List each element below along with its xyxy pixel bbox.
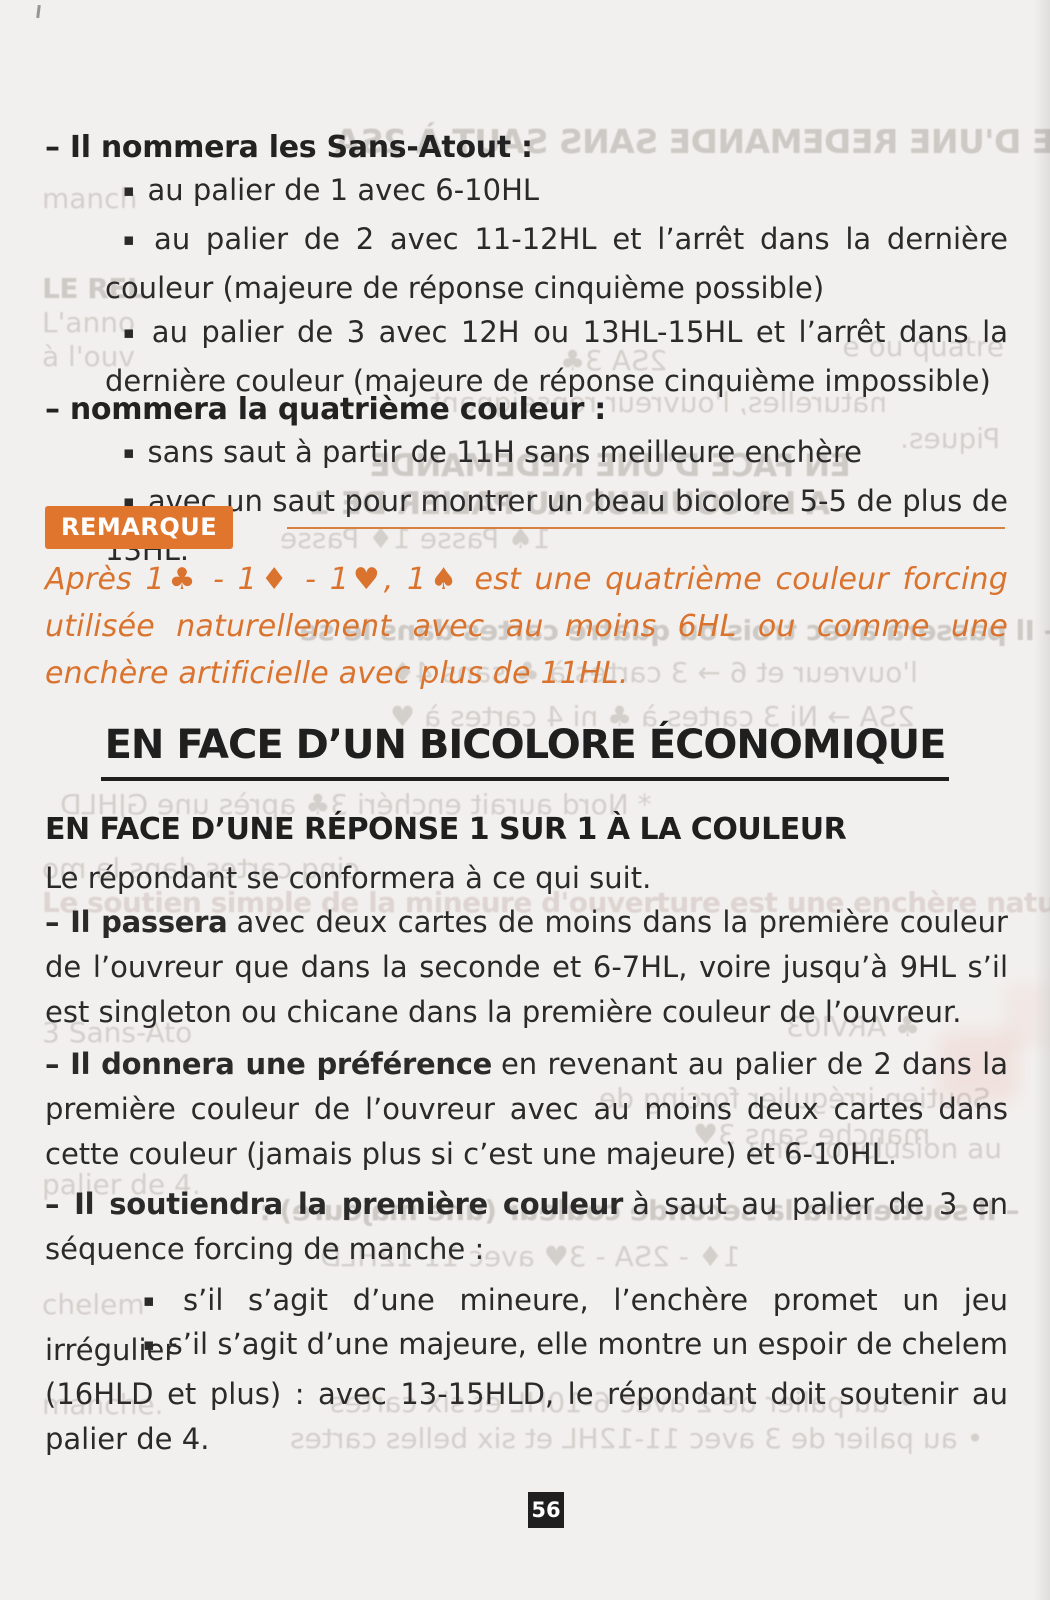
paragraph-rest: en revenant au palier de 2 dans la premi…	[45, 1047, 1008, 1171]
paragraph-lead: – Il soutiendra la première couleur	[45, 1187, 624, 1221]
page-title: EN FACE D’UN BICOLORE ÉCONOMIQUE	[0, 722, 1050, 781]
list-item: s’il s’agit d’une majeure, elle montre u…	[45, 1322, 1008, 1462]
paragraph-soutiendra: – Il soutiendra la première couleur à sau…	[45, 1182, 1008, 1272]
paragraph-lead: – Il passera	[45, 905, 228, 939]
page-edge-shadow	[1034, 0, 1050, 1600]
sans-atout-list: au palier de 1 avec 6-10HL au palier de …	[45, 168, 1008, 403]
list-item: au palier de 1 avec 6-10HL	[105, 168, 1008, 217]
remark-label: REMARQUE	[45, 506, 234, 549]
paragraph-rest: avec deux cartes de moins dans la premiè…	[45, 905, 1008, 1029]
page-title-text: EN FACE D’UN BICOLORE ÉCONOMIQUE	[100, 722, 950, 781]
paragraph-rest: à saut au palier de 3 en séquence forcin…	[45, 1187, 1009, 1266]
scan-mark	[36, 4, 41, 19]
remark-rule	[287, 527, 1005, 529]
section-heading-quatrieme-couleur: – nommera la quatrième couleur :	[45, 392, 607, 427]
intro-sentence: Le répondant se conformera à ce qui suit…	[45, 861, 652, 895]
page-number: 56	[528, 1492, 564, 1528]
list-item: au palier de 3 avec 12H ou 13HL-15HL et …	[105, 310, 1008, 403]
remark-text: Après 1♣ - 1♦ - 1♥, 1♠ est une quatrième…	[45, 562, 1008, 691]
list-item: sans saut à partir de 11H sans meilleure…	[105, 430, 1008, 479]
paragraph-preference: – Il donnera une préférence en revenant a…	[45, 1042, 1008, 1177]
list-item: au palier de 2 avec 11-12HL et l’arrêt d…	[105, 217, 1008, 310]
quatrieme-couleur-list: sans saut à partir de 11H sans meilleure…	[45, 430, 1008, 572]
paragraph-passera: – Il passera avec deux cartes de moins da…	[45, 900, 1008, 1035]
subsection-title: EN FACE D’UNE RÉPONSE 1 SUR 1 À LA COULE…	[45, 812, 847, 847]
list-item: avec un saut pour montrer un beau bicolo…	[105, 479, 1008, 572]
paragraph-lead: – Il donnera une préférence	[45, 1047, 492, 1081]
section-heading-sans-atout: – Il nommera les Sans-Atout :	[45, 130, 533, 165]
bleedthrough-color-patch	[938, 1032, 1018, 1102]
bleedthrough-color-patch	[1005, 985, 1045, 1045]
